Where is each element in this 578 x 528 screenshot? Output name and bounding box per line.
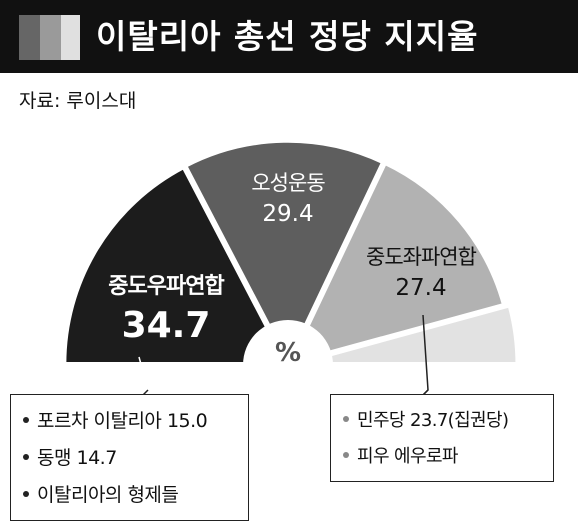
bullet-icon — [23, 453, 29, 460]
slice-value-label: 29.4 — [262, 201, 313, 227]
bullet-icon — [23, 490, 29, 497]
title-decoration-block-1 — [19, 15, 40, 60]
pie-slice-4 — [294, 302, 520, 366]
slice-value-label: 27.4 — [395, 275, 446, 301]
center-unit-label: % — [275, 338, 301, 368]
slice-name-label: 중도우파연합 — [108, 273, 224, 299]
callout-item-text: 포르차 이탈리아 15.0 — [37, 410, 208, 432]
callout-item: 민주당 23.7(집권당) — [343, 403, 553, 439]
pie-slice-1 — [62, 164, 290, 366]
callout-item-text: 민주당 23.7(집권당) — [357, 410, 509, 431]
callout-center-right-parties: 포르차 이탈리아 15.0 동맹 14.7 이탈리아의 형제들 — [10, 394, 249, 521]
title-decoration-block-3 — [61, 15, 80, 60]
callout-item: 동맹 14.7 — [23, 440, 248, 477]
callout-item: 이탈리아의 형제들 — [23, 477, 248, 514]
callout-item-text: 이탈리아의 형제들 — [37, 484, 179, 506]
bullet-icon — [23, 416, 29, 423]
slice-name-label: 오성운동 — [251, 171, 325, 195]
pie-center-hole — [243, 320, 333, 368]
callout-item: 포르차 이탈리아 15.0 — [23, 403, 248, 440]
callout-item-text: 피우 에우로파 — [357, 446, 458, 467]
title-bar: 이탈리아 총선 정당 지지율 — [0, 0, 578, 73]
title-decoration-block-2 — [40, 15, 61, 60]
pie-slice-2 — [182, 138, 386, 368]
source-note: 자료: 루이스대 — [19, 90, 137, 112]
callout-item-text: 동맹 14.7 — [37, 447, 117, 469]
bullet-icon — [343, 416, 349, 422]
slice-name-label: 중도좌파연합 — [366, 245, 477, 269]
chart-title: 이탈리아 총선 정당 지지율 — [96, 17, 479, 56]
callout-item: 피우 에우로파 — [343, 439, 553, 475]
bullet-icon — [343, 452, 349, 458]
pie-slice-3 — [286, 160, 507, 367]
slice-value-label: 34.7 — [122, 305, 211, 346]
callout-center-left-parties: 민주당 23.7(집권당) 피우 에우로파 — [330, 394, 554, 482]
